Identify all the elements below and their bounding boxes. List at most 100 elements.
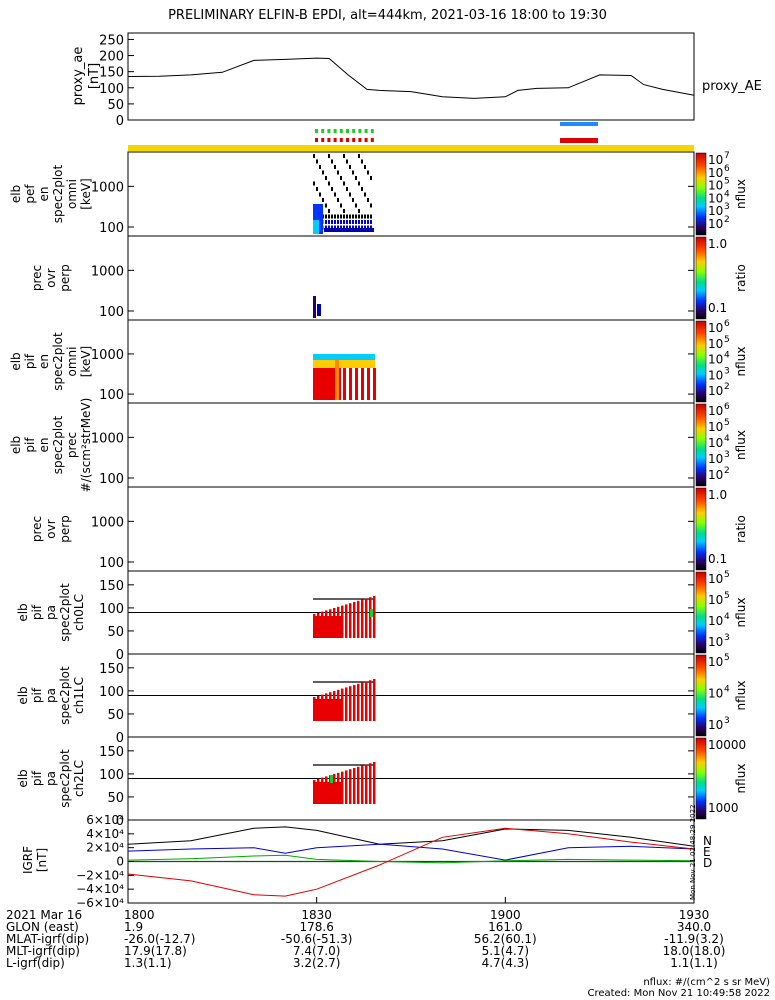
spectrogram-cell bbox=[340, 220, 342, 224]
y-axis-label: elb bbox=[9, 352, 23, 370]
y-tick-label: 50 bbox=[107, 708, 124, 723]
y-axis-label: proxy_ae bbox=[71, 47, 86, 106]
spectrogram-cell bbox=[349, 368, 352, 400]
panel-frame bbox=[127, 151, 695, 237]
spectrogram-cell bbox=[328, 154, 330, 158]
spectrogram-cell bbox=[334, 192, 336, 197]
spectrogram-cell bbox=[361, 220, 363, 224]
spectrogram-cell bbox=[325, 220, 327, 224]
colorbar-tick-exponent: 5 bbox=[724, 653, 730, 663]
spectrogram-cell bbox=[331, 220, 333, 224]
ephemeris-value: 5.1(4.7) bbox=[482, 944, 530, 958]
ephemeris-value: 4.7(4.3) bbox=[482, 956, 530, 970]
footer-units: nflux: #/(cm^2 s sr MeV) bbox=[643, 977, 770, 988]
y-axis-label: spec2plot bbox=[51, 164, 65, 223]
ephemeris-value: 1.1(1.1) bbox=[670, 956, 718, 970]
spectrogram-cell bbox=[328, 225, 330, 230]
y-axis-label: en bbox=[37, 438, 51, 453]
y-axis-label: spec2plot bbox=[51, 332, 65, 391]
plot-title: PRELIMINARY ELFIN-B EPDI, alt=444km, 202… bbox=[168, 8, 607, 23]
pa-bar bbox=[341, 771, 344, 804]
pa-bar bbox=[357, 683, 360, 721]
colorbar-tick-label: 10 bbox=[708, 593, 723, 607]
y-tick-label: 150 bbox=[99, 66, 124, 81]
colorbar bbox=[695, 320, 707, 403]
y-tick-label: −6×10⁴ bbox=[76, 896, 124, 910]
colorbar-tick-exponent: 6 bbox=[724, 164, 730, 174]
spectrogram-cell bbox=[361, 187, 363, 191]
y-axis-label: pif bbox=[30, 687, 44, 703]
colorbar bbox=[695, 487, 707, 571]
spectrogram-cell bbox=[331, 187, 333, 191]
spectrogram-cell bbox=[313, 154, 315, 158]
panel-frame bbox=[127, 235, 695, 321]
pa-bar bbox=[361, 599, 364, 638]
colorbar-tick-exponent: 5 bbox=[724, 335, 730, 345]
spectrogram-cell bbox=[316, 187, 318, 191]
red-flag-mark bbox=[560, 138, 598, 143]
pa-block bbox=[313, 616, 341, 638]
colorbar-tick-exponent: 4 bbox=[724, 612, 730, 622]
spectrogram-cell bbox=[364, 214, 366, 219]
spectrogram-cell bbox=[319, 192, 321, 197]
ephemeris-value: 1930 bbox=[679, 908, 710, 922]
colorbar-tick-exponent: 5 bbox=[724, 570, 730, 580]
y-tick-label: 0 bbox=[116, 114, 124, 129]
igrf-series-line bbox=[127, 854, 695, 864]
y-tick-label: 2×10⁴ bbox=[86, 841, 124, 855]
pa-bar bbox=[373, 596, 376, 638]
spectrogram-cell bbox=[364, 165, 366, 169]
spectrogram-cell bbox=[322, 198, 324, 202]
ephemeris-value: 1.9 bbox=[124, 920, 143, 934]
y-tick-label: 0 bbox=[116, 648, 124, 663]
colorbar-tick-label: 10 bbox=[708, 420, 723, 434]
spectrogram-cell bbox=[343, 368, 346, 400]
spectrogram-cell bbox=[346, 187, 348, 191]
colorbar-tick-label: 10 bbox=[708, 166, 723, 180]
colorbar-tick-label: 10 bbox=[708, 614, 723, 628]
panel-frame bbox=[127, 486, 695, 572]
spectrogram-cell bbox=[337, 170, 339, 175]
pa-bar bbox=[373, 679, 376, 721]
pa-bar bbox=[349, 686, 352, 721]
y-tick-label: 6×10⁴ bbox=[86, 813, 124, 827]
ephemeris-value: 7.4(7.0) bbox=[293, 944, 341, 958]
ratio-cell bbox=[317, 304, 321, 316]
colorbar-tick-exponent: 3 bbox=[724, 366, 730, 376]
igrf-series-line bbox=[127, 827, 695, 897]
pa-bar bbox=[349, 769, 352, 804]
y-axis-label: elb bbox=[16, 769, 30, 787]
spectrogram-cell bbox=[340, 176, 342, 180]
spectrogram-cell bbox=[325, 225, 327, 230]
y-tick-label: −2×10⁴ bbox=[76, 868, 124, 882]
colorbar-tick-label: 10 bbox=[708, 452, 723, 466]
ephemeris-value: -50.6(-51.3) bbox=[281, 932, 352, 946]
y-tick-label: 1000 bbox=[91, 180, 124, 195]
colorbar-tick-label: 10 bbox=[708, 204, 723, 218]
y-axis-label: pef bbox=[23, 184, 37, 204]
spectrogram-cell bbox=[355, 220, 357, 224]
ephemeris-value: 56.2(60.1) bbox=[474, 932, 537, 946]
spectrogram-cell bbox=[355, 214, 357, 219]
spectrogram-cell bbox=[367, 220, 369, 224]
y-axis-label: IGRF bbox=[21, 846, 35, 874]
colorbar-label: nflux bbox=[734, 598, 748, 628]
y-axis-label: spec2plot bbox=[51, 415, 65, 474]
y-axis-label: pa bbox=[44, 688, 58, 703]
spectrogram-cell bbox=[349, 225, 351, 230]
y-axis-label: spec2plot bbox=[58, 666, 72, 725]
red-flag-mark bbox=[327, 138, 331, 142]
colorbar bbox=[695, 654, 707, 737]
spectrogram-cell bbox=[352, 225, 354, 230]
green-flag-mark bbox=[364, 129, 368, 133]
colorbar-tick-exponent: 4 bbox=[724, 685, 730, 695]
spectrogram-cell bbox=[352, 214, 354, 219]
y-tick-label: 150 bbox=[99, 662, 124, 677]
ephemeris-row-label: L-igrf(dip) bbox=[6, 956, 65, 970]
colorbar-tick-label: 0.1 bbox=[708, 552, 727, 566]
spectrogram-cell bbox=[361, 368, 364, 400]
ephemeris-value: 3.2(2.7) bbox=[293, 956, 341, 970]
spectrogram-cell bbox=[337, 220, 339, 224]
spectrogram-cell bbox=[367, 170, 369, 175]
spectrogram-cell bbox=[324, 228, 374, 232]
